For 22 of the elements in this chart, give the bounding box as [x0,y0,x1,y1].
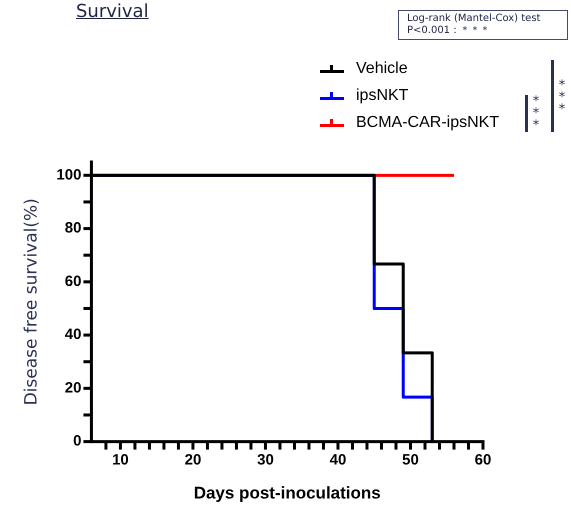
x-tick-label: 40 [330,452,346,469]
y-tick-label: 40 [64,326,82,344]
y-tick-label: 60 [64,272,82,290]
text: *** [532,94,540,133]
x-tick-label: 20 [184,452,202,469]
text: Log-rank (Mantel-Cox) test [407,13,542,25]
y-tick-label: 80 [64,220,82,237]
legend-label: BCMA-CAR-ipsNKT [356,114,500,132]
x-tick-label: 60 [474,452,492,469]
x-tick-label: 30 [257,452,274,469]
legend-label: ipsNKT [356,86,408,104]
text: P<0.001：＊＊＊ [407,25,492,37]
text: *** [558,78,566,117]
y-tick-label: 100 [56,166,82,184]
y-tick-label: 20 [64,379,82,396]
x-tick-label: 50 [402,452,419,469]
y-tick-label: 0 [73,432,82,450]
y-axis-title: Disease free survival(%) [22,198,42,406]
x-tick-label: 10 [112,452,129,469]
legend-label: Vehicle [356,60,408,78]
chart-title: Survival [76,1,149,22]
x-axis-title: Days post-inoculations [194,483,381,502]
